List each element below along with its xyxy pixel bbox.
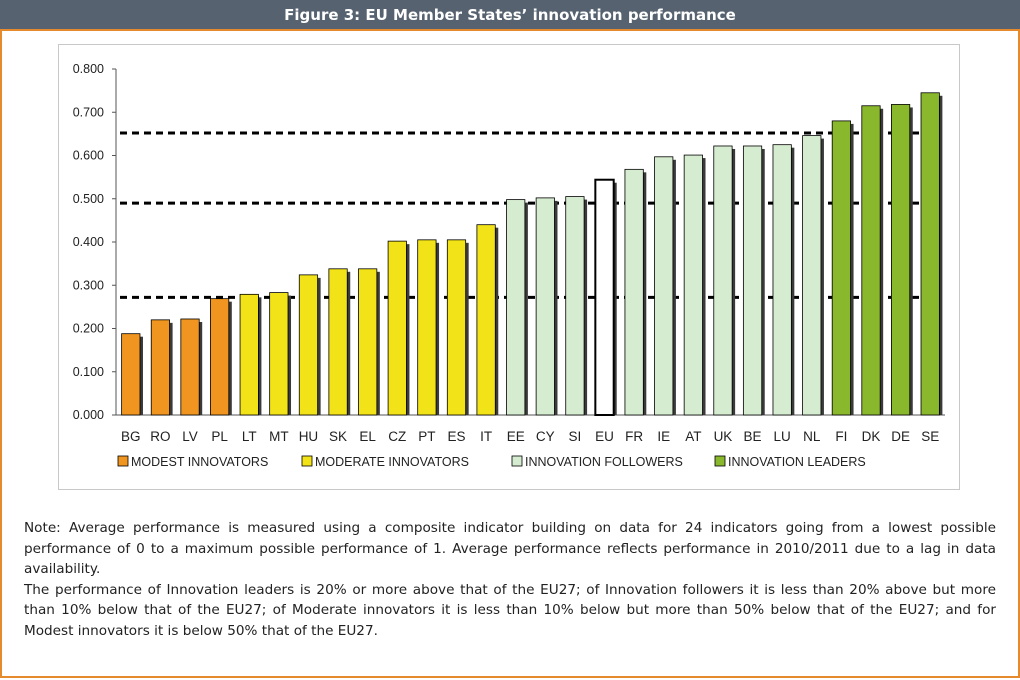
y-tick-label: 0.800 [73, 62, 104, 76]
y-tick-label: 0.700 [73, 105, 104, 119]
y-tick-label: 0.600 [73, 149, 104, 163]
legend-swatch-modest [117, 455, 129, 467]
bar-nl [802, 135, 822, 416]
bar-si [565, 196, 585, 416]
x-tick-label: IE [657, 429, 670, 444]
bar-hu [298, 274, 319, 416]
x-tick-label: IT [480, 429, 492, 444]
legend-label-follower: INNOVATION FOLLOWERS [525, 455, 683, 469]
bar-lt [239, 293, 259, 416]
x-tick-label: FR [625, 429, 643, 444]
bar-lu [772, 144, 792, 416]
bar-eu [594, 178, 615, 416]
x-tick-label: HU [299, 429, 319, 444]
legend-swatch-moderate [301, 455, 313, 467]
bar-cy [535, 197, 555, 416]
x-tick-label: EE [507, 429, 525, 444]
bar-uk [713, 145, 733, 416]
bar-be [742, 145, 763, 416]
x-tick-label: DK [862, 429, 881, 444]
legend-swatch-leader [714, 455, 726, 467]
bar-at [683, 154, 703, 416]
y-tick-label: 0.500 [73, 192, 104, 206]
x-tick-label: SK [329, 429, 347, 444]
bar-it [476, 224, 496, 416]
x-tick-label: NL [803, 429, 821, 444]
y-tick-label: 0.000 [73, 408, 104, 422]
note-paragraph-2: The performance of Innovation leaders is… [24, 581, 996, 639]
x-tick-label: PT [418, 429, 435, 444]
x-tick-label: CZ [388, 429, 406, 444]
bar-sk [328, 268, 348, 416]
bar-pt [417, 239, 437, 416]
x-tick-label: DE [891, 429, 910, 444]
bar-se [920, 92, 940, 416]
x-tick-label: AT [685, 429, 701, 444]
bar-fr [624, 168, 644, 416]
x-tick-label: CY [536, 429, 555, 444]
x-tick-label: LV [182, 429, 198, 444]
x-tick-label: MT [269, 429, 289, 444]
legend-label-leader: INNOVATION LEADERS [728, 455, 866, 469]
x-tick-label: FI [835, 429, 847, 444]
x-tick-label: EL [359, 429, 376, 444]
bar-el [358, 268, 378, 416]
bar-ro [150, 319, 170, 416]
x-tick-label: SE [921, 429, 939, 444]
bar-pl [210, 298, 230, 416]
bar-fi [831, 120, 851, 416]
figure-title: Figure 3: EU Member States’ innovation p… [0, 0, 1020, 31]
x-tick-label: ES [447, 429, 465, 444]
x-tick-label: LU [774, 429, 791, 444]
x-tick-label: SI [569, 429, 582, 444]
x-tick-label: PL [211, 429, 228, 444]
bar-ie [654, 156, 674, 416]
x-tick-label: RO [150, 429, 170, 444]
y-tick-label: 0.400 [73, 235, 104, 249]
legend-swatch-follower [511, 455, 523, 467]
figure-note: Note: Average performance is measured us… [24, 518, 996, 641]
x-tick-label: BE [744, 429, 762, 444]
bar-mt [269, 292, 289, 416]
legend-label-moderate: MODERATE INNOVATORS [315, 455, 469, 469]
bar-cz [387, 240, 407, 416]
note-paragraph-1: Note: Average performance is measured us… [24, 520, 996, 577]
bar-ee [506, 199, 526, 416]
bar-dk [861, 105, 881, 416]
bar-es [446, 239, 467, 416]
x-tick-label: UK [714, 429, 733, 444]
legend-label-modest: MODEST INNOVATORS [131, 455, 268, 469]
y-tick-label: 0.300 [73, 278, 104, 292]
y-tick-label: 0.200 [73, 322, 104, 336]
bar-de [891, 104, 911, 416]
bar-lv [180, 318, 200, 416]
x-tick-label: BG [121, 429, 141, 444]
x-tick-label: EU [595, 429, 614, 444]
x-tick-label: LT [242, 429, 257, 444]
bar-bg [121, 333, 141, 416]
y-tick-label: 0.100 [73, 365, 104, 379]
